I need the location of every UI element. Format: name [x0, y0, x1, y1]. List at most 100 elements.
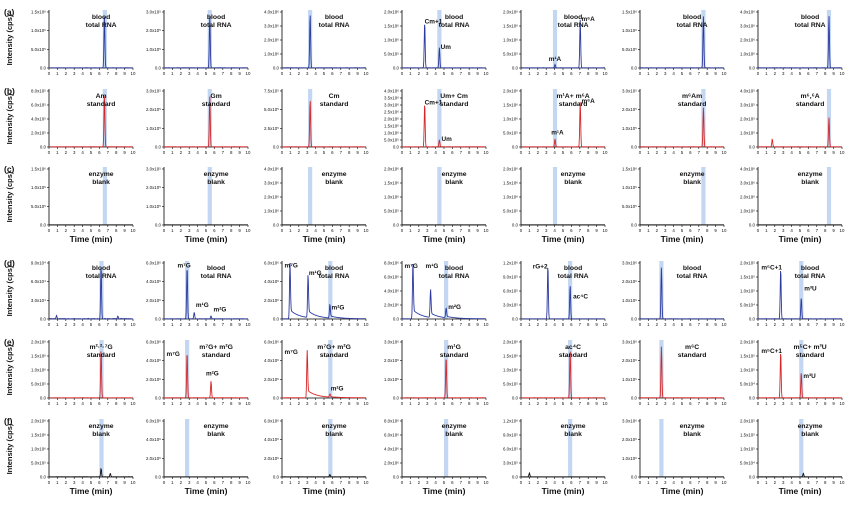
x-tick-label: 10: [840, 228, 845, 233]
retention-band: [568, 419, 573, 477]
y-tick-label: 0.0: [155, 475, 162, 480]
panel-title: standard: [440, 101, 469, 108]
y-tick-label: 5.0x10⁴: [740, 303, 755, 308]
x-tick-label: 2: [298, 150, 301, 155]
x-tick-label: 10: [603, 228, 608, 233]
y-tick-label: 2.5x10⁶: [384, 110, 399, 115]
x-tick-label: 3: [426, 480, 429, 485]
x-tick-label: 7: [816, 71, 819, 76]
x-tick-label: 7: [698, 480, 701, 485]
y-tick-label: 1.0x10⁶: [622, 298, 637, 303]
peak-label: m⁵C+1: [761, 265, 782, 272]
y-tick-label: 6.0x10⁵: [31, 103, 46, 108]
panel-title: blood: [92, 265, 111, 272]
x-tick-label: 10: [246, 71, 251, 76]
x-tick-label: 6: [451, 71, 454, 76]
panel-title: blood: [445, 265, 464, 272]
retention-band: [185, 261, 190, 319]
x-tick-label: 3: [306, 480, 309, 485]
y-tick-label: 2.0x10⁶: [264, 38, 279, 43]
x-tick-label: 1: [289, 480, 292, 485]
y-tick-label: 8.0x10⁶: [384, 261, 399, 266]
x-tick-label: 7: [816, 401, 819, 406]
y-tick-label: 0.0: [631, 396, 638, 401]
y-tick-label: 1.5x10⁶: [31, 433, 46, 438]
panel-title: enzyme: [204, 171, 229, 178]
x-tick-label: 4: [553, 228, 556, 233]
y-tick-label: 2.0x10⁵: [740, 261, 755, 266]
x-tick-label: 9: [238, 401, 241, 406]
x-tick-label: 7: [340, 480, 343, 485]
x-tick-label: 9: [123, 401, 126, 406]
y-tick-label: 2.0x10⁶: [384, 358, 399, 363]
x-tick-label: 2: [418, 480, 421, 485]
peak-label: m⁵C+1: [761, 348, 782, 355]
x-tick-label: 6: [451, 401, 454, 406]
y-tick-label: 0.0: [393, 317, 400, 322]
peak-label: Cm+1: [425, 19, 443, 26]
panel-title: blank: [92, 179, 110, 186]
retention-band: [437, 167, 442, 225]
y-tick-label: 0.0: [155, 396, 162, 401]
y-tick-label: 1.5x10⁶: [31, 167, 46, 172]
retention-band: [799, 261, 804, 319]
panel-title: enzyme: [680, 171, 705, 178]
x-tick-label: 3: [782, 322, 785, 327]
x-axis-label: Time (min): [661, 486, 704, 496]
x-tick-label: 7: [107, 401, 110, 406]
chromatogram-trace: [401, 359, 487, 399]
y-tick-label: 5.0x10⁴: [740, 461, 755, 466]
peak-label: m³U: [804, 286, 817, 293]
peak-label: m¹A: [551, 130, 564, 137]
x-tick-label: 8: [468, 150, 471, 155]
y-tick-label: 0.0: [512, 145, 519, 150]
y-tick-label: 3.0x10⁶: [622, 340, 637, 345]
panel-title: enzyme: [322, 423, 347, 430]
y-tick-label: 0.0: [631, 145, 638, 150]
x-tick-label: 9: [832, 71, 835, 76]
x-tick-label: 8: [115, 401, 118, 406]
x-tick-label: 4: [196, 150, 199, 155]
y-tick-label: 4.0x10⁵: [31, 117, 46, 122]
x-tick-label: 9: [595, 228, 598, 233]
x-tick-label: 3: [426, 228, 429, 233]
x-tick-label: 5: [799, 150, 802, 155]
panel-title: m⁷G+ m²G: [317, 344, 351, 351]
y-tick-label: 0.0: [631, 317, 638, 322]
x-tick-label: 7: [460, 71, 463, 76]
x-tick-label: 3: [664, 150, 667, 155]
x-tick-label: 10: [603, 322, 608, 327]
x-tick-label: 5: [443, 228, 446, 233]
y-tick-label: 2.0x10⁶: [622, 437, 637, 442]
x-tick-label: 8: [824, 322, 827, 327]
x-tick-label: 0: [163, 322, 166, 327]
x-tick-label: 6: [331, 401, 334, 406]
y-tick-label: 4.0x10⁶: [146, 279, 161, 284]
retention-band: [659, 340, 664, 398]
x-tick-label: 0: [639, 228, 642, 233]
chromatogram-trace: [757, 472, 843, 478]
x-tick-label: 2: [298, 228, 301, 233]
y-tick-label: 6.0x10⁶: [384, 433, 399, 438]
x-tick-label: 7: [340, 401, 343, 406]
y-tick-label: 3.5x10⁶: [384, 96, 399, 101]
panel-title: Um+ Cm: [440, 93, 468, 100]
x-tick-label: 2: [537, 322, 540, 327]
x-tick-label: 10: [484, 71, 489, 76]
x-axis-label: Time (min): [542, 486, 585, 496]
x-tick-label: 6: [807, 71, 810, 76]
x-tick-label: 10: [840, 150, 845, 155]
y-axis-label: Intensity (cps): [5, 344, 14, 395]
chromatogram-trace: [520, 102, 606, 148]
retention-band: [328, 419, 333, 477]
x-tick-label: 6: [570, 228, 573, 233]
x-tick-label: 9: [356, 71, 359, 76]
panel-title: standard: [202, 352, 231, 359]
x-tick-label: 10: [722, 480, 727, 485]
y-tick-label: 6.0x10⁶: [146, 340, 161, 345]
y-tick-label: 1.0x10⁵: [622, 126, 637, 131]
x-tick-label: 3: [188, 480, 191, 485]
y-tick-label: 4.0x10⁶: [384, 89, 399, 94]
chromatogram-trace: [639, 16, 725, 69]
x-tick-label: 6: [807, 322, 810, 327]
